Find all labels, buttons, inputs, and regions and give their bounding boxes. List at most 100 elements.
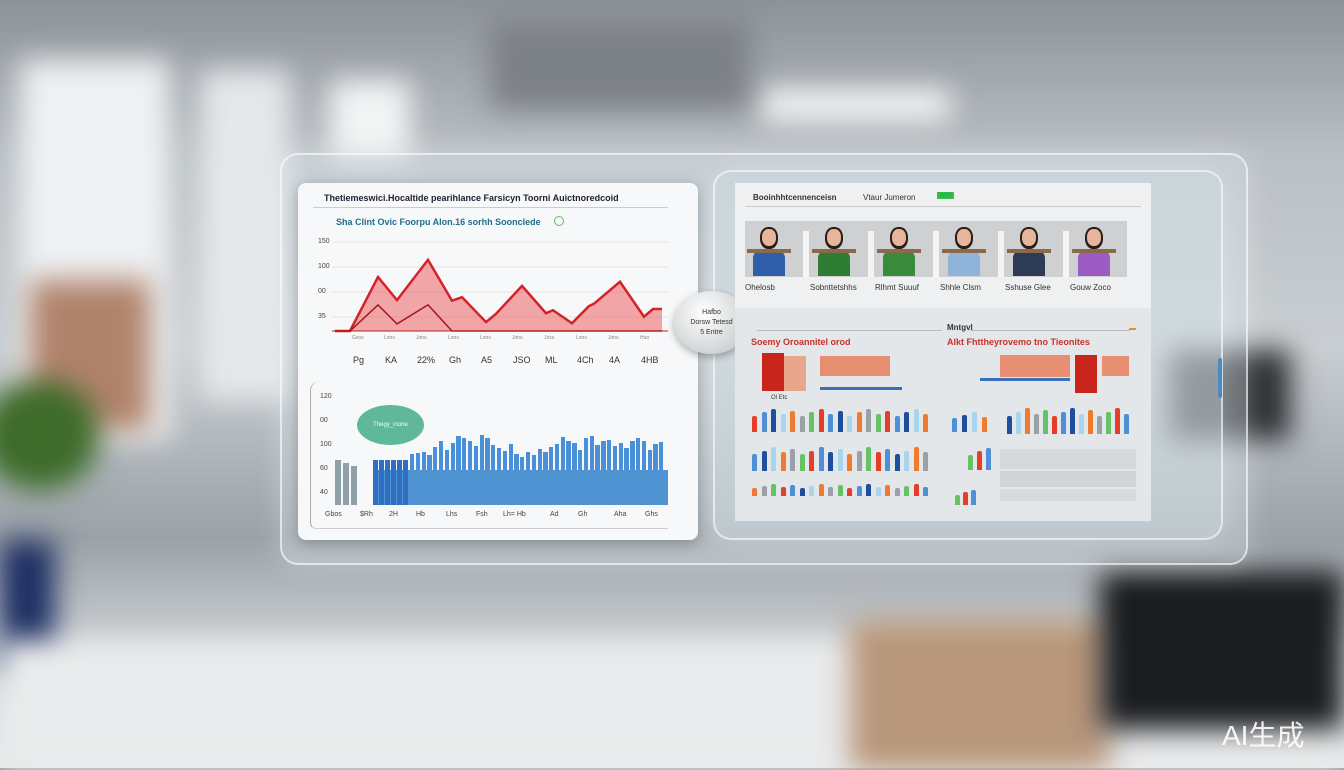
bar (653, 444, 658, 470)
bar (771, 484, 776, 496)
bar (866, 447, 871, 471)
bar (856, 485, 862, 496)
bar (1124, 413, 1129, 434)
series-line-0 (335, 257, 662, 333)
heat-block (762, 353, 784, 391)
bar (904, 412, 909, 432)
face (1022, 229, 1036, 246)
gray-bar (335, 460, 341, 505)
bar (986, 448, 991, 470)
bar (904, 485, 909, 496)
x-subtick: Joss (544, 335, 555, 341)
bar (427, 455, 432, 470)
bar (828, 414, 833, 432)
area-fill (335, 259, 662, 331)
bar (875, 486, 881, 496)
gray-bars (335, 460, 361, 505)
row-label: Ol Etc (771, 395, 788, 401)
bar (473, 446, 479, 470)
bubble-text: Thegy_inone (373, 422, 408, 428)
bar (508, 444, 513, 470)
bar (520, 456, 525, 470)
bar (636, 437, 641, 470)
bar (847, 415, 852, 432)
gray-table (1000, 489, 1136, 501)
x-subtick: Huo (640, 335, 650, 341)
bar (780, 414, 786, 432)
bar (1079, 413, 1084, 434)
x-subtick: Jons (416, 335, 427, 341)
bar (630, 440, 635, 470)
bubble-callout[interactable]: Thegy_inone (357, 405, 424, 445)
x-tick: 2H (389, 511, 398, 518)
person-name: Ohelosb (745, 283, 775, 292)
bar (410, 454, 415, 470)
dark-bars (373, 460, 409, 505)
dark-bar (391, 460, 396, 505)
dark-bar (385, 460, 390, 505)
box (850, 620, 1110, 770)
face (1087, 229, 1101, 246)
bar (525, 451, 531, 470)
bar (1088, 409, 1093, 434)
bar (962, 415, 967, 432)
bar (856, 412, 862, 432)
right-header-2: Vtaur Jumeron (863, 193, 916, 202)
minus-icon[interactable] (1129, 328, 1136, 330)
bar (583, 437, 589, 470)
x-tick: Pg (353, 355, 365, 365)
bar (752, 454, 757, 471)
x-tick: Ghs (645, 511, 658, 518)
bar (761, 450, 767, 471)
bar (828, 452, 833, 471)
heat-block (1075, 355, 1097, 393)
plant (0, 380, 100, 490)
bar (885, 410, 890, 432)
shirt (883, 250, 915, 276)
scarf (1007, 249, 1051, 253)
section-right-title: Alkt Fhttheyrovemo tno Tieonites (947, 337, 1090, 347)
x-tick: 4A (609, 355, 621, 365)
scroll-handle[interactable] (1218, 358, 1222, 398)
bar (560, 436, 565, 470)
bar (595, 445, 600, 470)
bar (809, 450, 814, 471)
bar (761, 412, 767, 432)
bar (1097, 415, 1102, 434)
x-tick: Gbos (325, 511, 342, 518)
face (892, 229, 906, 246)
bar (923, 452, 928, 471)
x-tick: KA (385, 355, 398, 365)
y-tick: 60 (320, 465, 328, 472)
dark-bar (379, 460, 384, 505)
bar (875, 452, 881, 471)
bar (875, 414, 881, 432)
y-tick: 40 (320, 489, 328, 496)
person-name: Sobnttetshhs (810, 283, 857, 292)
section-left-title: Soemy Oroannitel orod (751, 337, 851, 347)
y-tick: 120 (320, 393, 332, 400)
face (827, 229, 841, 246)
divider (313, 207, 668, 208)
bar (467, 441, 473, 470)
separator (803, 231, 809, 277)
x-subtick: Lons (448, 335, 459, 341)
info-icon[interactable] (554, 216, 564, 226)
bar (531, 455, 536, 470)
bar (444, 449, 450, 470)
bar (1025, 408, 1030, 434)
person-name: Rlhmt Suuuf (875, 283, 920, 292)
face (762, 229, 776, 246)
bar (799, 487, 805, 496)
bar (618, 443, 623, 470)
x-tick: 4Ch (577, 355, 594, 365)
bar (923, 414, 928, 432)
x-subtick: Jons (512, 335, 523, 341)
badge-line: Dorsw Tetesd (690, 319, 733, 326)
bar (752, 487, 757, 496)
bar (1007, 415, 1012, 434)
window-light (330, 80, 410, 160)
bar (624, 447, 629, 470)
x-tick: A5 (481, 355, 493, 365)
badge-line: Hafbo (702, 309, 721, 316)
